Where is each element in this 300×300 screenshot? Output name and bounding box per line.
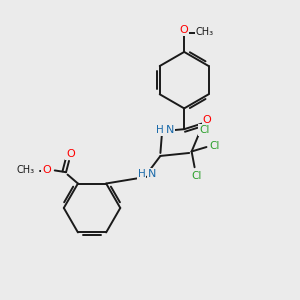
Text: Cl: Cl — [199, 125, 210, 135]
Text: N: N — [166, 125, 174, 135]
Text: Cl: Cl — [210, 140, 220, 151]
Text: Cl: Cl — [191, 171, 201, 181]
Text: CH₃: CH₃ — [195, 27, 214, 37]
Text: N: N — [148, 169, 157, 179]
Text: H: H — [156, 125, 164, 135]
Text: O: O — [42, 165, 51, 175]
Text: O: O — [66, 149, 75, 159]
Text: H: H — [138, 169, 146, 179]
Text: CH₃: CH₃ — [16, 165, 34, 176]
Text: O: O — [179, 25, 188, 35]
Text: O: O — [203, 115, 212, 125]
